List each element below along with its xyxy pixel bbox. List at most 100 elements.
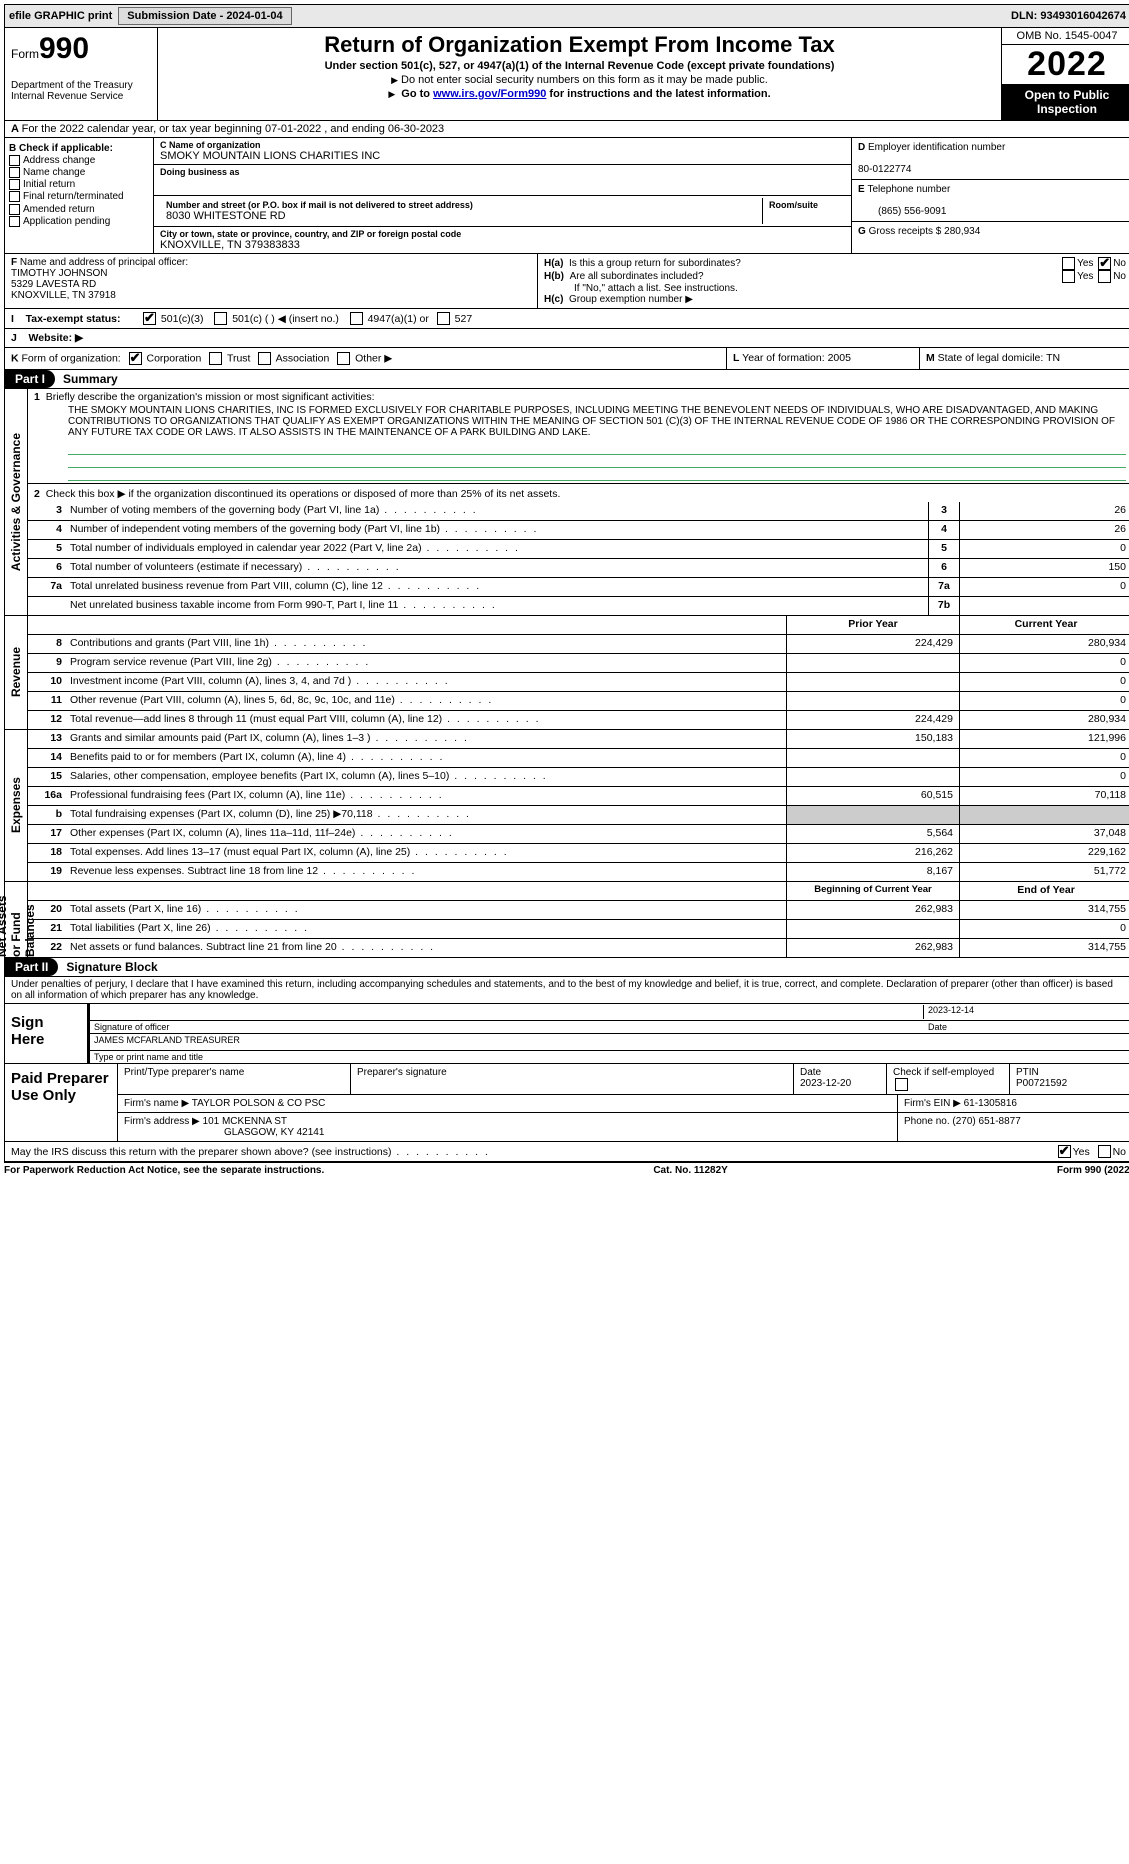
data-line: 12Total revenue—add lines 8 through 11 (… — [28, 711, 1129, 729]
firm-name: TAYLOR POLSON & CO PSC — [192, 1098, 326, 1109]
activities-governance-section: Activities & Governance 1 Briefly descri… — [5, 389, 1129, 616]
footer-right: Form 990 (2022) — [1057, 1165, 1129, 1176]
officer-name: TIMOTHY JOHNSON — [11, 268, 107, 279]
page-footer: For Paperwork Reduction Act Notice, see … — [4, 1163, 1129, 1178]
data-line: 21Total liabilities (Part X, line 26)0 — [28, 920, 1129, 939]
data-line: 20Total assets (Part X, line 16)262,9833… — [28, 901, 1129, 920]
form-number: Form990 — [11, 32, 151, 66]
section-deg: D Employer identification number 80-0122… — [851, 138, 1129, 253]
firm-ein: 61-1305816 — [964, 1098, 1017, 1109]
header-right: OMB No. 1545-0047 2022 Open to Public In… — [1001, 28, 1129, 120]
form-subtitle: Under section 501(c), 527, or 4947(a)(1)… — [164, 60, 995, 72]
gov-line: 6Total number of volunteers (estimate if… — [28, 559, 1129, 578]
gov-line: 3Number of voting members of the governi… — [28, 502, 1129, 521]
efile-label: efile GRAPHIC print — [5, 10, 116, 22]
checkbox-501c[interactable] — [214, 312, 227, 325]
data-line: 16aProfessional fundraising fees (Part I… — [28, 787, 1129, 806]
revenue-section: Revenue Prior Year Current Year 8Contrib… — [5, 616, 1129, 730]
data-line: bTotal fundraising expenses (Part IX, co… — [28, 806, 1129, 825]
section-m: M State of legal domicile: TN — [920, 348, 1129, 369]
gov-line: 7aTotal unrelated business revenue from … — [28, 578, 1129, 597]
checkbox-ha-no[interactable] — [1098, 257, 1111, 270]
data-line: 11Other revenue (Part VIII, column (A), … — [28, 692, 1129, 711]
dln-display: DLN: 93493016042674 — [1011, 10, 1129, 22]
checkbox-self-employed[interactable] — [895, 1078, 908, 1091]
section-a-year: A For the 2022 calendar year, or tax yea… — [5, 121, 1129, 138]
checkbox-trust[interactable] — [209, 352, 222, 365]
ptin-value: P00721592 — [1016, 1078, 1067, 1089]
header-left: Form990 Department of the Treasury Inter… — [5, 28, 158, 120]
top-toolbar: efile GRAPHIC print Submission Date - 20… — [4, 4, 1129, 28]
submission-date-button[interactable]: Submission Date - 2024-01-04 — [118, 7, 291, 25]
vtab-expenses: Expenses — [5, 730, 28, 881]
checkbox-discuss-yes[interactable] — [1058, 1145, 1071, 1158]
footer-left: For Paperwork Reduction Act Notice, see … — [4, 1165, 324, 1176]
street-address: 8030 WHITESTONE RD — [166, 210, 756, 222]
data-line: 8Contributions and grants (Part VIII, li… — [28, 635, 1129, 654]
section-l: L Year of formation: 2005 — [727, 348, 920, 369]
gov-line: 4Number of independent voting members of… — [28, 521, 1129, 540]
open-to-public-badge: Open to Public Inspection — [1002, 84, 1129, 120]
section-klm: K Form of organization: Corporation Trus… — [5, 348, 1129, 370]
sign-here-block: Sign Here 2023-12-14 Signature of office… — [5, 1004, 1129, 1064]
expenses-section: Expenses 13Grants and similar amounts pa… — [5, 730, 1129, 882]
omb-number: OMB No. 1545-0047 — [1002, 28, 1129, 45]
sign-date: 2023-12-14 — [923, 1005, 1128, 1019]
checkbox-name-change[interactable] — [9, 167, 20, 178]
irs-gov-link[interactable]: www.irs.gov/Form990 — [433, 88, 546, 100]
firm-phone: (270) 651-8877 — [952, 1116, 1020, 1127]
section-fh: F Name and address of principal officer:… — [5, 254, 1129, 309]
checkbox-4947[interactable] — [350, 312, 363, 325]
phone-value: (865) 556-9091 — [858, 206, 946, 217]
firm-addr1: 101 MCKENNA ST — [203, 1116, 287, 1127]
checkbox-address-change[interactable] — [9, 155, 20, 166]
firm-addr2: GLASGOW, KY 42141 — [124, 1127, 324, 1138]
paid-preparer-block: Paid Preparer Use Only Print/Type prepar… — [5, 1064, 1129, 1142]
vtab-net-assets: Net Assets or Fund Balances — [5, 882, 28, 957]
gov-line: 5Total number of individuals employed in… — [28, 540, 1129, 559]
officer-addr1: 5329 LAVESTA RD — [11, 279, 96, 290]
checkbox-application-pending[interactable] — [9, 216, 20, 227]
city-state-zip: KNOXVILLE, TN 379383833 — [160, 239, 845, 251]
column-headers: Prior Year Current Year — [28, 616, 1129, 635]
gross-receipts: 280,934 — [944, 226, 980, 237]
form-990-page: Form990 Department of the Treasury Inter… — [4, 28, 1129, 1163]
checkbox-association[interactable] — [258, 352, 271, 365]
section-c: C Name of organization SMOKY MOUNTAIN LI… — [154, 138, 851, 253]
section-bcd: B Check if applicable: Address change Na… — [5, 138, 1129, 254]
footer-cat: Cat. No. 11282Y — [653, 1165, 727, 1176]
checkbox-final-return[interactable] — [9, 191, 20, 202]
irs-link-note: Go to www.irs.gov/Form990 for instructio… — [164, 88, 995, 100]
data-line: 17Other expenses (Part IX, column (A), l… — [28, 825, 1129, 844]
data-line: 14Benefits paid to or for members (Part … — [28, 749, 1129, 768]
officer-addr2: KNOXVILLE, TN 37918 — [11, 290, 116, 301]
data-line: 9Program service revenue (Part VIII, lin… — [28, 654, 1129, 673]
checkbox-hb-no[interactable] — [1098, 270, 1111, 283]
form-title: Return of Organization Exempt From Incom… — [164, 32, 995, 58]
checkbox-initial-return[interactable] — [9, 179, 20, 190]
data-line: 10Investment income (Part VIII, column (… — [28, 673, 1129, 692]
section-h: H(a) Is this a group return for subordin… — [538, 254, 1129, 308]
irs-label: Internal Revenue Service — [11, 91, 151, 102]
checkbox-other[interactable] — [337, 352, 350, 365]
officer-signed-name: JAMES MCFARLAND TREASURER — [94, 1035, 240, 1049]
dept-label: Department of the Treasury — [11, 80, 151, 91]
net-assets-section: Net Assets or Fund Balances Beginning of… — [5, 882, 1129, 958]
part-2-header: Part II Signature Block — [5, 958, 1129, 977]
header-middle: Return of Organization Exempt From Incom… — [158, 28, 1001, 120]
section-j: J Website: ▶ — [5, 329, 1129, 348]
data-line: 13Grants and similar amounts paid (Part … — [28, 730, 1129, 749]
vtab-revenue: Revenue — [5, 616, 28, 729]
checkbox-amended-return[interactable] — [9, 204, 20, 215]
net-headers: Beginning of Current Year End of Year — [28, 882, 1129, 901]
discuss-row: May the IRS discuss this return with the… — [5, 1142, 1129, 1162]
ein-value: 80-0122774 — [858, 164, 911, 175]
checkbox-corporation[interactable] — [129, 352, 142, 365]
checkbox-527[interactable] — [437, 312, 450, 325]
checkbox-501c3[interactable] — [143, 312, 156, 325]
checkbox-hb-yes[interactable] — [1062, 270, 1075, 283]
checkbox-discuss-no[interactable] — [1098, 1145, 1111, 1158]
checkbox-ha-yes[interactable] — [1062, 257, 1075, 270]
section-f: F Name and address of principal officer:… — [5, 254, 538, 308]
data-line: 15Salaries, other compensation, employee… — [28, 768, 1129, 787]
